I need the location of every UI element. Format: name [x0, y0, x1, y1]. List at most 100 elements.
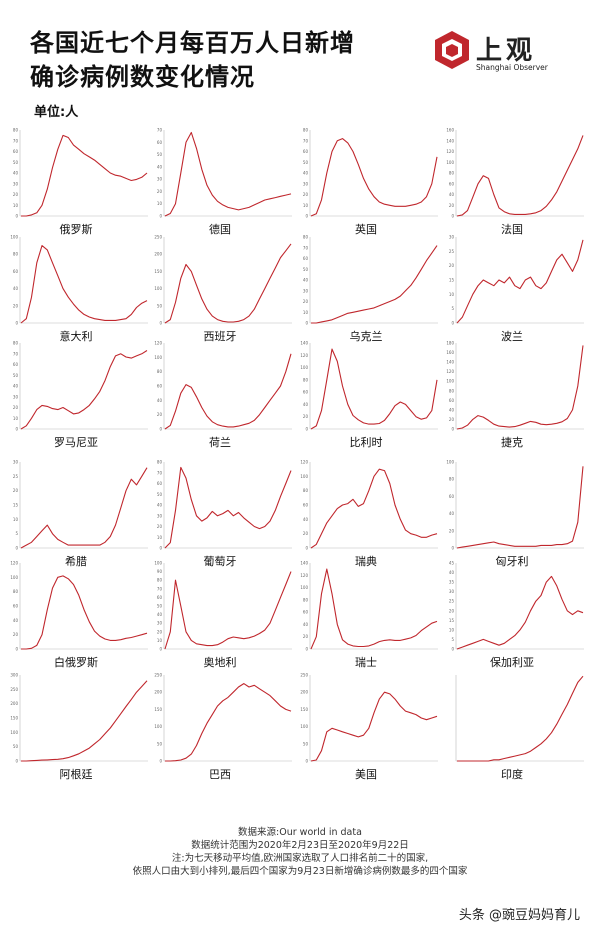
logo-english-text: Shanghai Observer [476, 63, 548, 72]
country-chart: 0 10 20 30 40 50 60 70 80 英国 [303, 128, 438, 236]
country-name-label: 奥地利 [204, 655, 237, 669]
y-tick-label: 80 [13, 252, 19, 257]
y-tick-label: 20 [303, 192, 309, 197]
y-tick-label: 15 [449, 618, 455, 623]
y-tick-label: 10 [157, 201, 163, 206]
y-tick-label: 5 [451, 306, 454, 311]
y-tick-label: 50 [303, 267, 309, 272]
country-name-label: 印度 [501, 767, 523, 781]
y-tick-label: 140 [300, 561, 308, 566]
y-tick-label: 100 [446, 379, 454, 384]
y-tick-label: 40 [157, 398, 163, 403]
y-tick-label: 80 [13, 589, 19, 594]
series-line [456, 135, 584, 217]
series-line [457, 675, 584, 762]
y-tick-label: 70 [157, 128, 163, 133]
y-tick-label: 20 [449, 417, 455, 422]
y-tick-label: 40 [449, 407, 455, 412]
y-tick-label: 0 [451, 214, 454, 219]
footer-range: 数据统计范围为2020年2月23日至2020年9月22日 [191, 840, 409, 851]
y-tick-label: 0 [451, 427, 454, 432]
y-tick-label: 45 [449, 561, 455, 566]
y-tick-label: 20 [449, 203, 455, 208]
y-tick-label: 0 [451, 546, 454, 551]
y-tick-label: 60 [157, 481, 163, 486]
y-tick-label: 20 [13, 405, 19, 410]
y-tick-label: 60 [13, 149, 19, 154]
y-tick-label: 160 [446, 350, 454, 355]
country-chart: 印度 [455, 675, 584, 781]
y-tick-label: 60 [303, 610, 309, 615]
country-name-label: 匈牙利 [496, 554, 529, 568]
y-tick-label: 90 [157, 569, 163, 574]
country-chart: 0 20 40 60 80 100 120 瑞典 [300, 460, 438, 568]
logo-chinese-text: 上观 [476, 36, 537, 66]
y-tick-label: 0 [159, 647, 162, 652]
footer-source: 数据来源:Our world in data [238, 827, 362, 838]
y-tick-label: 120 [10, 561, 18, 566]
y-tick-label: 0 [159, 546, 162, 551]
y-tick-label: 60 [303, 149, 309, 154]
y-tick-label: 100 [154, 355, 162, 360]
country-chart: 0 50 100 150 200 250 300 阿根廷 [10, 673, 148, 781]
country-name-label: 白俄罗斯 [54, 655, 98, 669]
y-tick-label: 20 [157, 629, 163, 634]
y-tick-label: 100 [300, 724, 308, 729]
country-name-label: 瑞士 [355, 655, 377, 669]
y-tick-label: 30 [303, 181, 309, 186]
y-tick-label: 80 [449, 171, 455, 176]
series-line [21, 134, 148, 217]
y-tick-label: 30 [449, 589, 455, 594]
country-name-label: 乌克兰 [350, 329, 383, 343]
y-tick-label: 100 [300, 474, 308, 479]
y-tick-label: 40 [13, 171, 19, 176]
y-tick-label: 60 [157, 140, 163, 145]
series-line [310, 468, 438, 549]
y-tick-label: 5 [451, 637, 454, 642]
y-tick-label: 40 [157, 164, 163, 169]
publisher-logo: 上观 Shanghai Observer [432, 30, 552, 76]
y-tick-label: 40 [13, 384, 19, 389]
y-tick-label: 140 [446, 138, 454, 143]
title-line-2: 确诊病例数变化情况 [30, 63, 255, 91]
series-line [310, 348, 438, 430]
y-tick-label: 80 [157, 460, 163, 465]
y-tick-label: 0 [15, 759, 18, 764]
country-chart: 0 10 20 30 40 50 60 70 80 罗马尼亚 [13, 341, 148, 449]
y-tick-label: 10 [449, 627, 455, 632]
y-tick-label: 70 [13, 351, 19, 356]
y-tick-label: 150 [154, 269, 162, 274]
y-tick-label: 20 [13, 632, 19, 637]
y-tick-label: 10 [303, 310, 309, 315]
y-tick-label: 10 [157, 638, 163, 643]
country-name-label: 荷兰 [209, 436, 231, 449]
y-tick-label: 80 [303, 597, 309, 602]
y-tick-label: 60 [13, 604, 19, 609]
y-tick-label: 15 [449, 278, 455, 283]
country-chart: 0 20 40 60 80 100 120 荷兰 [154, 341, 292, 449]
y-tick-label: 80 [303, 128, 309, 133]
series-line [164, 571, 292, 650]
y-tick-label: 20 [303, 414, 309, 419]
country-name-label: 西班牙 [204, 330, 237, 343]
watermark-text: 头条 @豌豆妈妈育儿 [458, 908, 580, 923]
y-tick-label: 30 [157, 621, 163, 626]
y-tick-label: 40 [449, 511, 455, 516]
y-tick-label: 60 [449, 181, 455, 186]
series-line [311, 245, 438, 324]
country-chart: 0 20 40 60 80 100 匈牙利 [446, 460, 584, 568]
series-line [164, 466, 292, 549]
y-tick-label: 80 [449, 477, 455, 482]
y-tick-label: 60 [303, 503, 309, 508]
y-tick-label: 70 [303, 138, 309, 143]
y-tick-label: 40 [13, 618, 19, 623]
y-tick-label: 250 [300, 673, 308, 678]
y-tick-label: 0 [159, 214, 162, 219]
y-tick-label: 40 [449, 570, 455, 575]
country-name-label: 德国 [209, 222, 231, 236]
y-tick-label: 50 [157, 604, 163, 609]
country-chart: 0 20 40 60 80 100 意大利 [10, 235, 148, 343]
y-tick-label: 150 [154, 707, 162, 712]
y-tick-label: 50 [13, 160, 19, 165]
